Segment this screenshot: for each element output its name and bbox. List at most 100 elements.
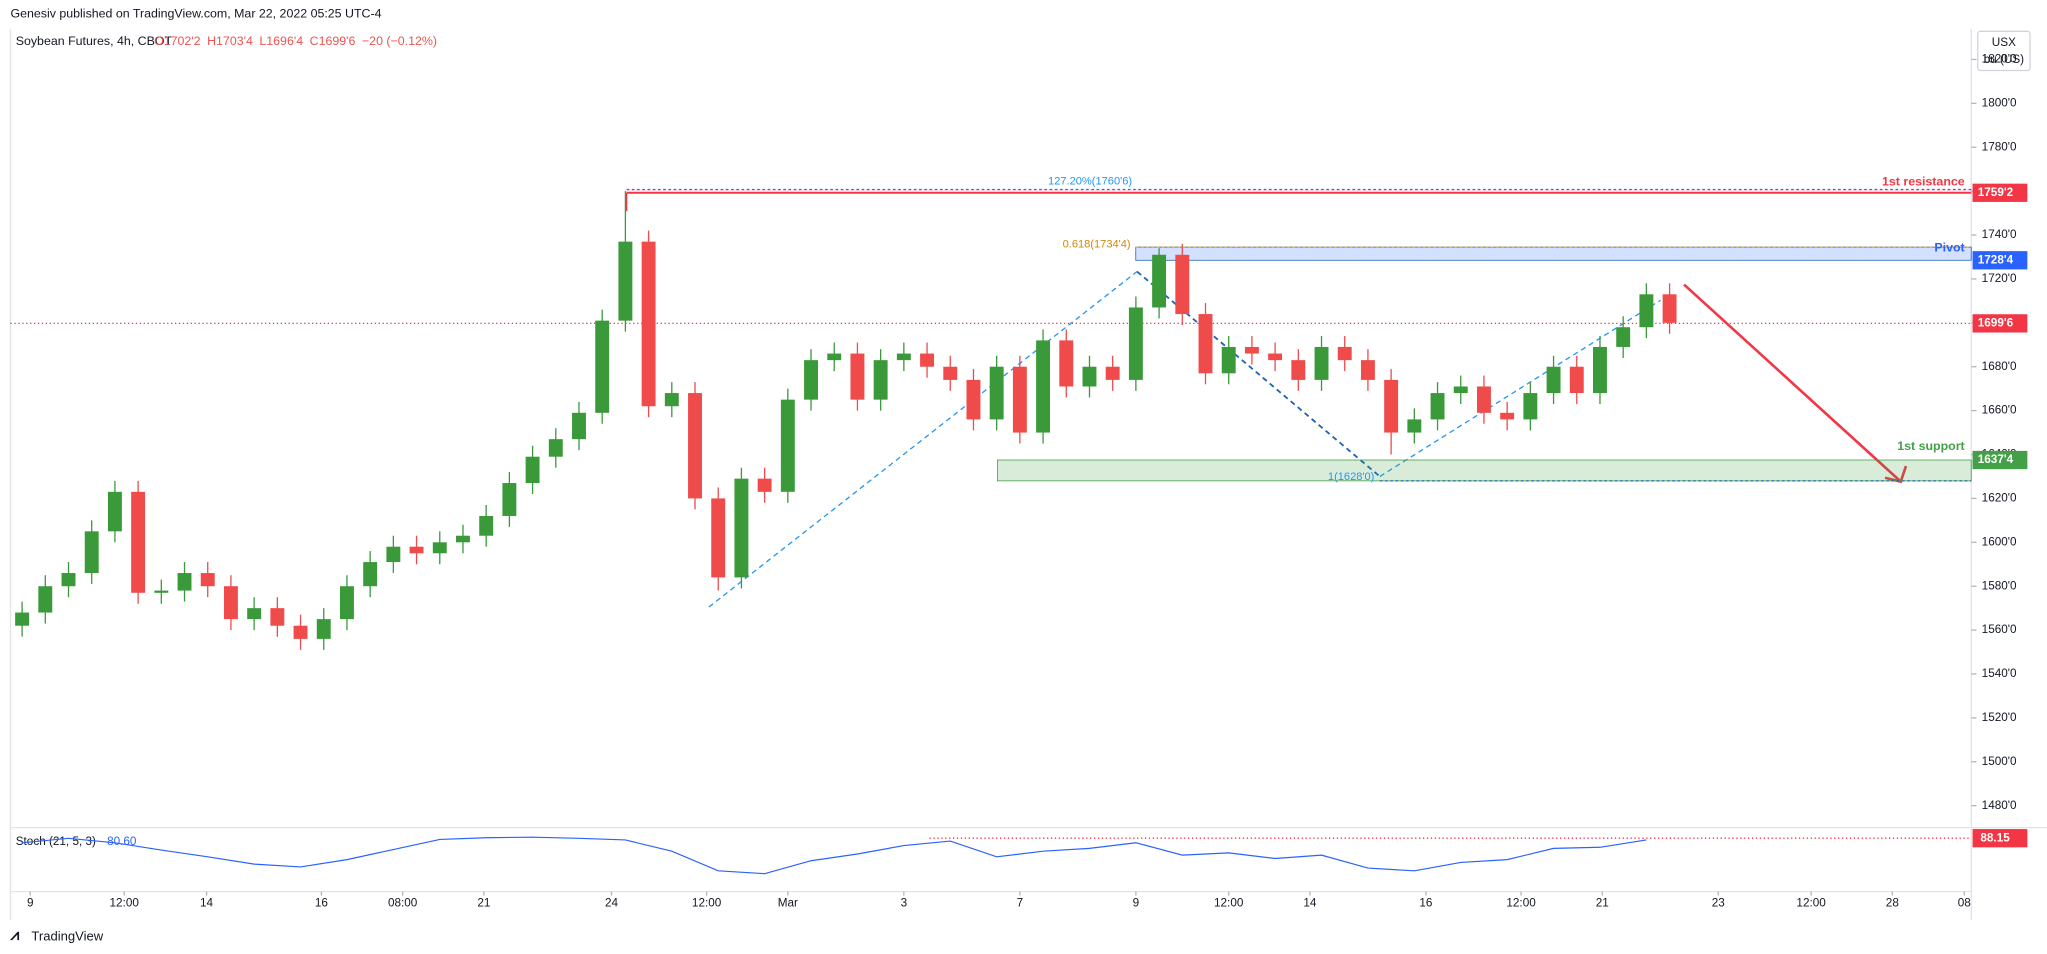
candle-body: [1476, 386, 1491, 413]
candle-body: [1523, 393, 1538, 420]
candle-body: [386, 546, 401, 563]
candle-body: [1360, 360, 1375, 380]
candle-body: [1430, 393, 1445, 420]
candle-body: [1407, 419, 1422, 433]
trend-line: [708, 271, 1138, 608]
price-tag: [1972, 450, 2028, 470]
candle-body: [618, 241, 633, 321]
price-tag-label: 1728'4: [1978, 253, 2014, 266]
candle-body: [316, 619, 331, 639]
candle-body: [641, 241, 656, 407]
x-tick-label: 16: [315, 896, 329, 909]
candle-body: [757, 478, 772, 492]
brand-logo: ⩘: [9, 927, 19, 944]
price-tag: [1972, 183, 2028, 202]
resistance-zone: [626, 189, 1972, 193]
candle-body: [1221, 346, 1236, 374]
arrow: [1683, 283, 1901, 482]
price-tag-label: 1637'4: [1978, 453, 2014, 466]
candle-body: [38, 586, 53, 613]
candle-body: [409, 546, 424, 554]
candle-body: [1082, 366, 1097, 387]
candle-body: [827, 353, 842, 361]
candle-body: [15, 612, 30, 626]
y-tick-label: 1780'0: [1982, 140, 2017, 153]
x-tick-label: 08:00: [388, 896, 418, 909]
support-zone: [996, 459, 1972, 482]
candle-body: [107, 491, 122, 532]
candle-body: [61, 573, 76, 587]
candle-body: [711, 498, 726, 578]
candle-body: [1036, 340, 1051, 433]
candle-body: [363, 562, 378, 587]
candle-body: [1546, 366, 1561, 394]
arrow-head: [1884, 465, 1908, 484]
chart-title: Soybean Futures, 4h, CBOT: [16, 34, 173, 48]
price-tag: [1972, 829, 2028, 848]
price-tag: [1972, 251, 2028, 270]
candle-body: [1244, 346, 1259, 354]
y-tick-label: 1740'0: [1982, 228, 2017, 241]
candle-body: [131, 491, 146, 593]
fib-label: 0.618(1734'4): [1063, 238, 1131, 250]
x-tick-label: 23: [1712, 896, 1726, 909]
unit-label: bu (US): [1984, 53, 2025, 66]
y-tick-label: 1600'0: [1982, 535, 2017, 548]
candle-body: [1291, 360, 1306, 380]
candle-body: [1662, 294, 1677, 323]
trend-line: [1379, 299, 1661, 478]
x-tick-label: 24: [605, 896, 619, 909]
stoch-label: Stoch (21, 5, 3): [16, 835, 96, 848]
brand: TradingView: [31, 929, 103, 944]
stoch-line: [22, 836, 1647, 875]
candle-body: [1616, 327, 1631, 347]
candle-body: [873, 360, 888, 400]
candle-body: [84, 531, 99, 574]
x-tick-label: 21: [1596, 896, 1609, 909]
candle-body: [1105, 366, 1120, 380]
candle-body: [1012, 366, 1027, 433]
x-tick-label: 14: [200, 896, 214, 909]
candle-body: [1059, 340, 1074, 387]
y-tick-label: 1500'0: [1982, 755, 2017, 768]
price-tag-label: 1699'6: [1978, 316, 2014, 329]
unit-label: USX: [1992, 36, 2016, 49]
candle-body: [456, 535, 470, 543]
candle-body: [804, 360, 818, 400]
candle-body: [1268, 353, 1283, 361]
candle-body: [1569, 366, 1584, 394]
price-tag-label: 88.15: [1980, 831, 2010, 844]
x-tick-label: 12:00: [1796, 896, 1826, 909]
candle-body: [200, 573, 215, 587]
y-tick-label: 1680'0: [1982, 360, 2017, 373]
candle-body: [572, 412, 586, 440]
trend-line: [1136, 270, 1381, 478]
candle-body: [896, 353, 911, 361]
stoch-value: 80.60: [107, 835, 137, 848]
fib-label: 127.20%(1760'6): [1048, 176, 1132, 188]
candle-body: [688, 393, 702, 499]
x-tick-label: 12:00: [692, 896, 722, 909]
candle-body: [1453, 386, 1468, 394]
y-tick-label: 1720'0: [1982, 272, 2017, 285]
y-tick-label: 1620'0: [1982, 492, 2017, 505]
candle-body: [339, 586, 354, 620]
level-label: 1st support: [1897, 439, 1964, 453]
level-label: 1st resistance: [1882, 175, 1965, 189]
unit-box[interactable]: [1977, 30, 2031, 72]
candle-body: [664, 393, 679, 407]
candle-body: [1314, 346, 1329, 380]
candle-body: [989, 366, 1004, 420]
candle-body: [1128, 307, 1143, 380]
candle-body: [595, 320, 610, 413]
x-tick-label: 12:00: [1214, 896, 1244, 909]
pivot-zone: [1135, 246, 1972, 261]
candle-body: [780, 399, 795, 492]
candle-body: [1198, 314, 1213, 374]
candle-body: [850, 353, 865, 400]
x-tick-label: 21: [477, 896, 490, 909]
candle-body: [479, 515, 494, 536]
candle-body: [293, 625, 308, 639]
candle-body: [548, 439, 563, 457]
y-tick-label: 1820'0: [1982, 53, 2017, 66]
